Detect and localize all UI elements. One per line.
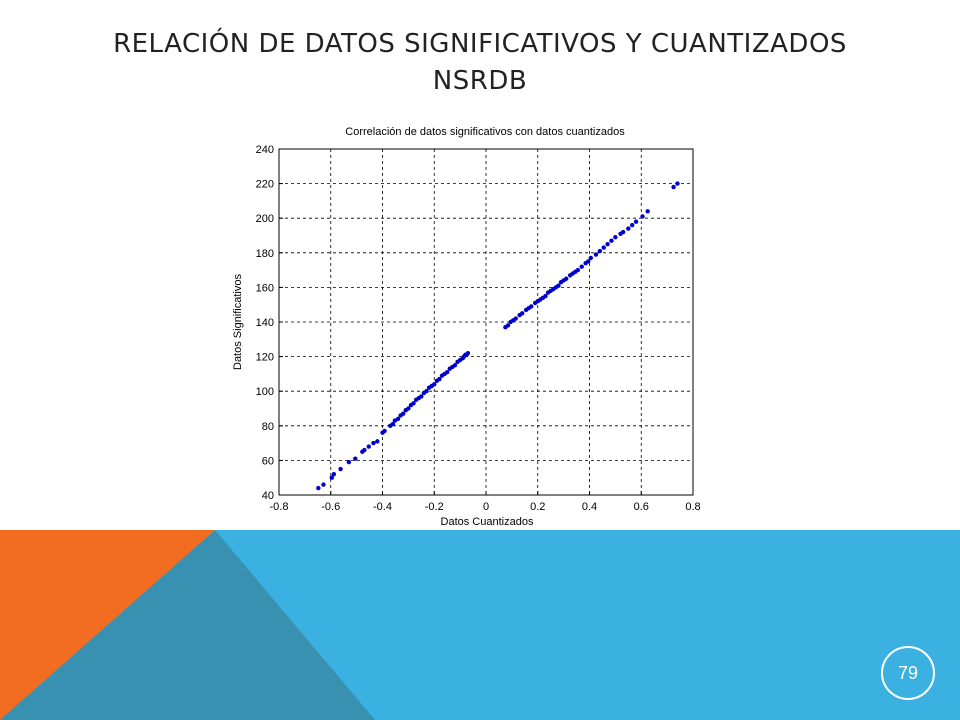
data-point [452, 363, 458, 368]
x-tick-label: 0.6 [634, 501, 649, 513]
chart-points [316, 181, 680, 491]
data-point [597, 248, 603, 254]
data-point [645, 209, 650, 214]
data-point [321, 482, 326, 487]
data-point [588, 255, 593, 261]
data-point [629, 222, 635, 228]
data-point [543, 293, 548, 299]
data-point [465, 350, 471, 356]
data-point [419, 394, 424, 399]
data-point [362, 447, 367, 453]
y-tick-label: 200 [256, 213, 274, 225]
chart-ticks: -0.8 -0.6 -0.4 -0.2 0 0.2 0.4 0.6 0.8 40 60 80 100 12… [256, 144, 701, 513]
x-tick-label: 0.4 [582, 501, 597, 513]
data-point [505, 323, 511, 328]
data-point [613, 235, 618, 240]
data-point [395, 416, 401, 422]
footer-decoration [0, 530, 960, 720]
slide-title-line-1: RELACIÓN DE DATOS SIGNIFICATIVOS Y CUANT… [113, 29, 847, 59]
data-point [444, 369, 450, 375]
chart-xlabel: Datos Cuantizados [441, 516, 534, 528]
data-point [529, 304, 534, 309]
data-point [331, 472, 337, 477]
data-point [375, 439, 380, 444]
data-point [626, 226, 631, 231]
data-point [579, 264, 584, 269]
chart-title: Correlación de datos significativos con … [345, 126, 625, 138]
y-tick-label: 220 [256, 179, 274, 191]
y-tick-label: 140 [256, 317, 274, 329]
data-point [316, 485, 321, 491]
data-point [513, 316, 518, 321]
x-tick-label: 0.8 [685, 501, 700, 513]
y-tick-label: 240 [256, 144, 274, 156]
page-number-badge: 79 [881, 646, 935, 700]
data-point [390, 421, 396, 427]
data-point [640, 214, 645, 219]
x-tick-label: 0.2 [530, 501, 545, 513]
data-point [411, 401, 416, 406]
y-tick-label: 180 [256, 248, 274, 260]
x-tick-label: -0.8 [270, 501, 289, 513]
y-tick-label: 160 [256, 282, 274, 294]
data-point [353, 456, 358, 461]
y-tick-label: 120 [256, 352, 274, 364]
data-point [575, 267, 581, 273]
data-point [406, 406, 411, 411]
scatter-chart: Correlación de datos significativos con … [232, 126, 701, 528]
data-point [520, 311, 525, 316]
data-point [605, 241, 610, 247]
data-point [329, 475, 334, 480]
data-point [432, 382, 437, 387]
data-point [556, 283, 561, 288]
y-tick-label: 80 [262, 421, 274, 433]
slide-title: RELACIÓN DE DATOS SIGNIFICATIVOS Y CUANT… [60, 26, 900, 100]
data-point [671, 184, 676, 190]
data-point [382, 428, 387, 434]
data-point [338, 466, 343, 472]
data-point [371, 440, 376, 446]
data-point [593, 252, 599, 257]
data-point [675, 181, 680, 186]
x-tick-label: -0.4 [373, 501, 392, 513]
data-point [366, 444, 371, 449]
slide-title-line-2: NSRDB [432, 66, 528, 96]
page-number: 79 [897, 662, 919, 683]
data-point [620, 229, 626, 235]
data-point [346, 459, 352, 465]
chart-ylabel: Datos Significativos [232, 274, 244, 370]
x-tick-label: -0.2 [425, 501, 444, 513]
chart-grid [279, 149, 693, 495]
data-point [633, 219, 639, 224]
data-point [424, 389, 429, 394]
y-tick-label: 60 [262, 455, 274, 467]
x-tick-label: 0 [483, 501, 489, 513]
y-tick-label: 100 [256, 386, 274, 398]
data-point [564, 276, 569, 281]
data-point [437, 376, 442, 382]
x-tick-label: -0.6 [321, 501, 340, 513]
data-point [401, 411, 406, 416]
data-point [586, 259, 591, 264]
footer-dark-triangle [0, 530, 375, 720]
data-point [601, 245, 606, 250]
y-tick-label: 40 [262, 490, 274, 502]
data-point [609, 238, 614, 243]
